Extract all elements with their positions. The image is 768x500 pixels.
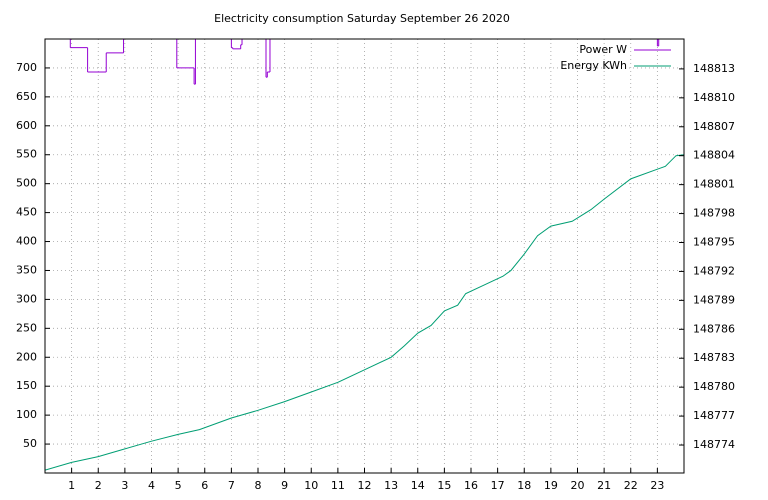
y2-tick-label: 148780 — [693, 380, 735, 393]
x-tick-label: 23 — [650, 479, 664, 492]
x-tick-label: 3 — [121, 479, 128, 492]
x-tick-label: 6 — [201, 479, 208, 492]
y2-tick-label: 148804 — [693, 149, 735, 162]
y-tick-label: 100 — [16, 408, 37, 421]
x-tick-label: 17 — [491, 479, 505, 492]
x-tick-label: 9 — [281, 479, 288, 492]
y-tick-label: 650 — [16, 90, 37, 103]
y-tick-label: 300 — [16, 292, 37, 305]
y2-tick-label: 148789 — [693, 293, 735, 306]
x-tick-label: 2 — [95, 479, 102, 492]
x-tick-label: 20 — [571, 479, 585, 492]
y-tick-label: 400 — [16, 235, 37, 248]
x-tick-label: 8 — [255, 479, 262, 492]
x-tick-label: 7 — [228, 479, 235, 492]
y2-tick-label: 148810 — [693, 91, 735, 104]
x-tick-label: 12 — [358, 479, 372, 492]
x-tick-label: 14 — [411, 479, 425, 492]
chart-title: Electricity consumption Saturday Septemb… — [214, 12, 510, 25]
x-tick-label: 5 — [175, 479, 182, 492]
x-tick-label: 16 — [464, 479, 478, 492]
y2-tick-label: 148795 — [693, 235, 735, 248]
x-tick-label: 11 — [331, 479, 345, 492]
y-tick-label: 500 — [16, 177, 37, 190]
y2-tick-label: 148801 — [693, 178, 735, 191]
y2-tick-label: 148798 — [693, 207, 735, 220]
y2-tick-label: 148807 — [693, 120, 735, 133]
y-tick-label: 250 — [16, 321, 37, 334]
x-tick-label: 10 — [304, 479, 318, 492]
legend-label: Power W — [579, 43, 627, 56]
x-tick-label: 18 — [517, 479, 531, 492]
x-tick-label: 19 — [544, 479, 558, 492]
y-tick-label: 50 — [23, 437, 37, 450]
y2-tick-label: 148786 — [693, 322, 735, 335]
y-tick-label: 700 — [16, 61, 37, 74]
legend-label: Energy KWh — [560, 59, 627, 72]
y2-tick-label: 148792 — [693, 264, 735, 277]
x-tick-label: 4 — [148, 479, 155, 492]
y2-tick-label: 148777 — [693, 409, 735, 422]
x-tick-label: 1 — [68, 479, 75, 492]
x-tick-label: 15 — [437, 479, 451, 492]
y-tick-label: 350 — [16, 263, 37, 276]
energy-line — [45, 154, 684, 471]
y-tick-label: 550 — [16, 148, 37, 161]
y-tick-label: 450 — [16, 206, 37, 219]
y-tick-label: 600 — [16, 119, 37, 132]
x-tick-label: 13 — [384, 479, 398, 492]
x-tick-label: 22 — [624, 479, 638, 492]
y2-tick-label: 148774 — [693, 438, 735, 451]
grid — [45, 39, 684, 473]
y2-tick-label: 148813 — [693, 62, 735, 75]
y-tick-label: 200 — [16, 350, 37, 363]
x-tick-label: 21 — [597, 479, 611, 492]
y2-tick-label: 148783 — [693, 351, 735, 364]
y-tick-label: 150 — [16, 379, 37, 392]
plot-area — [45, 39, 684, 471]
